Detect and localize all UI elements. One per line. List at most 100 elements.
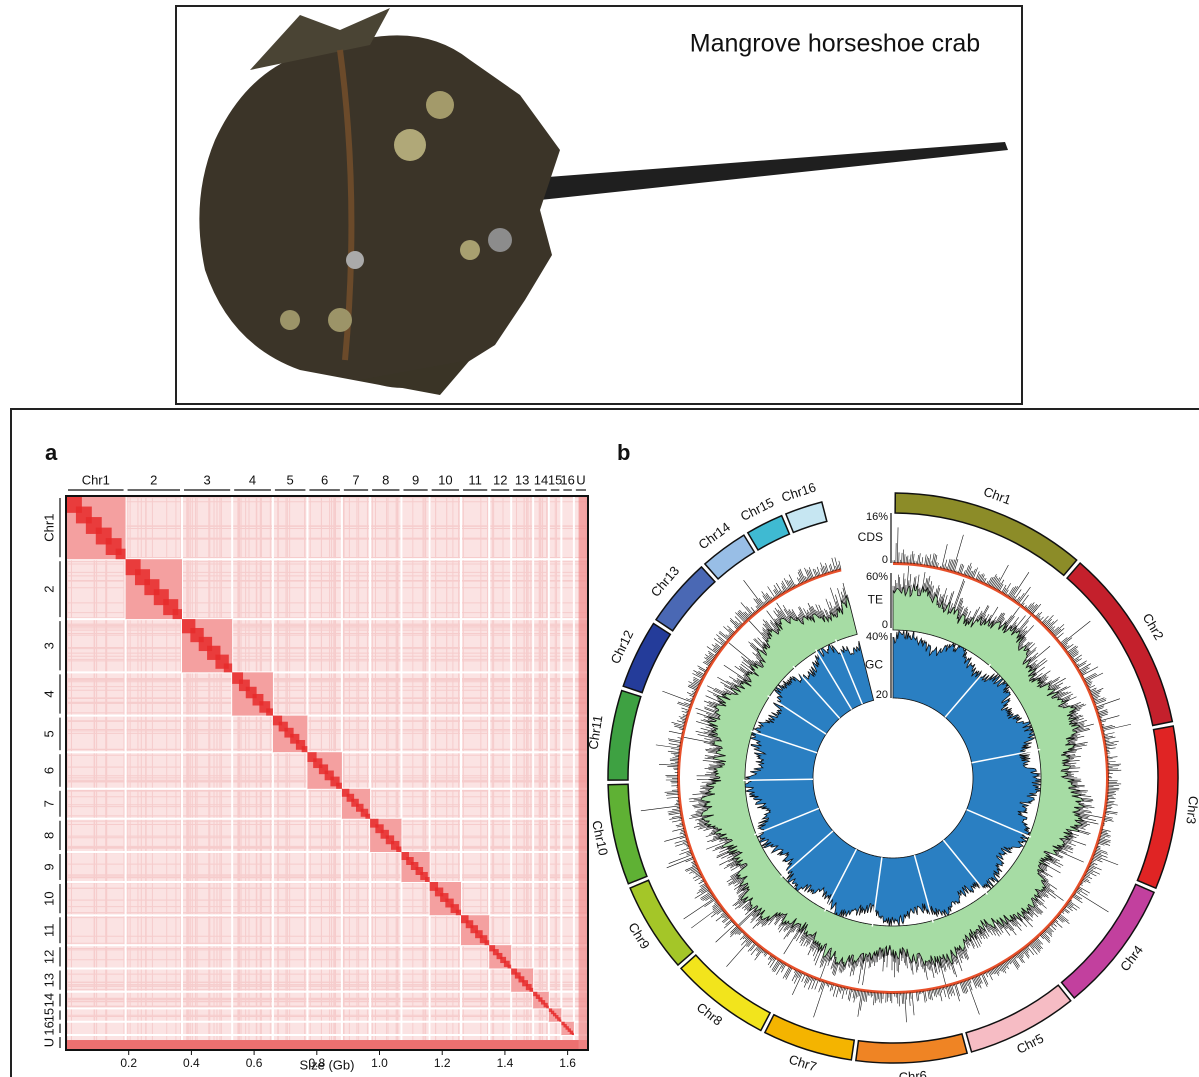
diagonal-core — [450, 904, 459, 914]
gc-separator — [913, 854, 934, 923]
gc-separator — [780, 830, 834, 878]
diagonal-core — [550, 1010, 555, 1015]
diagonal-core — [507, 964, 512, 969]
chromosome-label: Chr7 — [787, 1052, 818, 1075]
diagonal-core — [557, 1017, 561, 1021]
chromosome-label: 4 — [41, 690, 56, 697]
diagonal-core — [375, 824, 384, 834]
diagonal-core — [223, 663, 233, 673]
diagonal-core — [546, 1005, 549, 1009]
diagonal-core — [295, 740, 306, 750]
track-min: 20 — [876, 689, 888, 701]
gc-separator — [823, 848, 858, 912]
chromosome-label: 15 — [548, 472, 562, 487]
diagonal-core — [232, 672, 244, 684]
diagonal-core — [115, 548, 126, 560]
chromosome-label: 15 — [41, 1008, 56, 1022]
diagonal-core — [479, 935, 488, 944]
diagonal-core — [245, 686, 257, 699]
diagonal-core — [522, 980, 529, 987]
diagonal-core — [529, 987, 534, 992]
track-max: 40% — [866, 631, 888, 643]
chromosome-ideogram — [629, 879, 695, 967]
x-tick-label: 0.2 — [120, 1056, 137, 1070]
gc-separator — [944, 663, 992, 718]
diagonal-core — [401, 852, 409, 861]
panel-label: b — [617, 440, 630, 465]
panel-frame — [10, 408, 1199, 1077]
diagonal-core — [346, 793, 355, 802]
chromosome-label: 11 — [468, 472, 482, 487]
diagonal-core — [380, 829, 389, 839]
chromosome-label: Chr12 — [608, 628, 637, 666]
chromosome-label: 7 — [41, 800, 56, 807]
diagonal-core — [571, 1032, 574, 1036]
gc-separator — [971, 748, 1041, 764]
diagonal-core — [406, 857, 414, 866]
chromosome-label: 7 — [352, 472, 359, 487]
diagonal-core — [518, 976, 525, 983]
x-tick-label: 0.8 — [308, 1056, 325, 1070]
chromosome-label: 12 — [493, 472, 507, 487]
chromosome-label: U — [576, 472, 585, 487]
diagonal-core — [278, 721, 288, 732]
diagonal-core — [318, 764, 329, 775]
chromosome-label: 14 — [534, 472, 548, 487]
gc-separator — [750, 730, 818, 754]
diagonal-core — [429, 881, 439, 891]
chromosome-ideogram — [607, 783, 648, 885]
chromosome-ideogram — [854, 1032, 969, 1064]
chromosome-ideogram — [622, 622, 672, 694]
diagonal-core — [565, 1026, 569, 1030]
chromosome-label: 9 — [41, 863, 56, 870]
chromosome-label: U — [41, 1038, 56, 1047]
gc-separator — [743, 778, 814, 782]
diagonal-core — [284, 727, 294, 738]
x-tick-label: 0.6 — [246, 1056, 263, 1070]
diagonal-core — [533, 991, 538, 997]
x-tick-label: 0.4 — [183, 1056, 200, 1070]
diagonal-core — [461, 915, 469, 924]
chromosome-label: 6 — [321, 472, 328, 487]
unplaced-band — [578, 496, 588, 1050]
diagonal-core — [266, 708, 273, 716]
diagonal-core — [500, 956, 507, 964]
diagonal-core — [424, 876, 430, 882]
chromosome-ideogram — [654, 565, 716, 632]
diagonal-core — [434, 887, 444, 897]
diagonal-core — [561, 1021, 565, 1026]
te-track — [699, 583, 1086, 969]
diagonal-core — [351, 798, 359, 807]
chromosome-ideogram — [607, 689, 642, 781]
diagonal-core — [445, 898, 454, 908]
chromosome-label: Chr11 — [585, 714, 605, 750]
diagonal-core — [569, 1030, 574, 1035]
chromosome-label: Chr2 — [1140, 611, 1167, 643]
diagonal-core — [313, 758, 323, 769]
x-tick-label: 1.2 — [434, 1056, 451, 1070]
diagonal-core — [336, 782, 342, 789]
chromosome-label: Chr1 — [41, 514, 56, 542]
diagonal-core — [538, 997, 543, 1002]
gc-separator — [814, 649, 853, 710]
te-spikes — [683, 565, 1103, 986]
chromosome-label: 5 — [287, 472, 294, 487]
chromosome-ideogram — [763, 1013, 856, 1061]
panel-label: a — [45, 440, 58, 465]
chromosome-label: Chr1 — [82, 472, 110, 487]
diagonal-core — [552, 1012, 557, 1017]
track-name: GC — [865, 658, 883, 672]
track-name: TE — [868, 593, 883, 607]
chromosome-ideogram — [746, 514, 791, 551]
chromosome-label: 12 — [41, 950, 56, 964]
diagonal-core — [514, 972, 521, 979]
chromosome-label: 10 — [438, 472, 452, 487]
chromosome-label: 2 — [41, 586, 56, 593]
chromosome-ideogram — [1065, 561, 1174, 727]
diagonal-core — [301, 746, 308, 753]
chromosome-label: 10 — [41, 891, 56, 905]
diagonal-core — [540, 1000, 546, 1005]
diagonal-core — [489, 945, 496, 952]
track-min: 0 — [882, 619, 888, 631]
